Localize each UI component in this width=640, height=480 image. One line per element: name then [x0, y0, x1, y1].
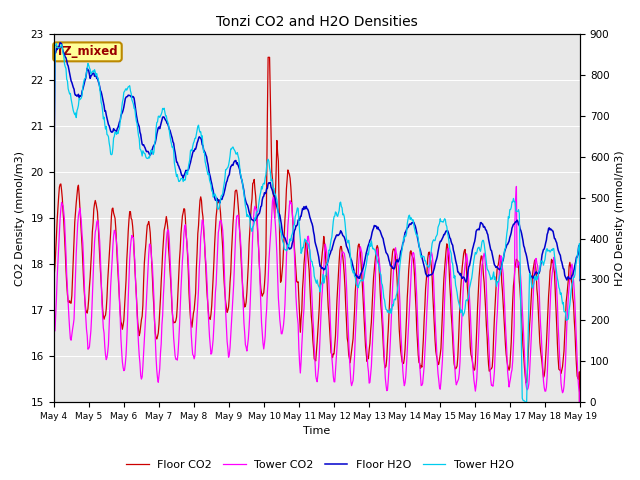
Floor CO2 — [397, 348, 404, 354]
Legend: Floor CO2, Tower CO2, Floor H2O, Tower H2O: Floor CO2, Tower CO2, Floor H2O, Tower H… — [122, 456, 518, 474]
Tower CO2 — [113, 248, 121, 253]
Tower H2O — [576, 276, 584, 281]
Floor CO2 — [195, 223, 202, 228]
Floor H2O — [462, 279, 470, 285]
Floor H2O — [114, 125, 122, 131]
Floor H2O — [576, 278, 584, 284]
Y-axis label: CO2 Density (mmol/m3): CO2 Density (mmol/m3) — [15, 151, 25, 286]
Line: Floor CO2: Floor CO2 — [54, 57, 580, 480]
Tower H2O — [114, 131, 122, 136]
Floor H2O — [56, 40, 64, 46]
Tower H2O — [381, 303, 389, 309]
Title: Tonzi CO2 and H2O Densities: Tonzi CO2 and H2O Densities — [216, 15, 418, 29]
X-axis label: Time: Time — [303, 426, 330, 436]
Line: Floor H2O: Floor H2O — [54, 43, 580, 282]
Tower H2O — [522, 399, 529, 405]
Floor H2O — [381, 247, 389, 252]
Tower CO2 — [195, 286, 202, 292]
Line: Tower CO2: Tower CO2 — [54, 186, 580, 480]
Y-axis label: H2O Density (mmol/m3): H2O Density (mmol/m3) — [615, 150, 625, 286]
Tower CO2 — [167, 270, 175, 276]
Tower H2O — [50, 225, 58, 231]
Floor CO2 — [113, 256, 121, 262]
Tower CO2 — [60, 203, 67, 208]
Floor H2O — [60, 50, 68, 56]
Tower H2O — [60, 53, 68, 59]
Text: TZ_mixed: TZ_mixed — [56, 46, 119, 59]
Tower H2O — [168, 141, 175, 146]
Tower CO2 — [396, 300, 404, 306]
Tower H2O — [52, 41, 60, 47]
Floor CO2 — [167, 278, 175, 284]
Tower CO2 — [513, 183, 520, 189]
Tower H2O — [397, 256, 404, 262]
Floor H2O — [50, 226, 58, 231]
Floor H2O — [397, 249, 404, 254]
Tower CO2 — [381, 357, 388, 363]
Line: Tower H2O: Tower H2O — [54, 44, 580, 402]
Floor H2O — [195, 134, 203, 140]
Tower H2O — [195, 127, 203, 133]
Floor CO2 — [60, 209, 67, 215]
Floor H2O — [168, 133, 175, 139]
Floor CO2 — [381, 365, 389, 371]
Floor CO2 — [264, 54, 272, 60]
